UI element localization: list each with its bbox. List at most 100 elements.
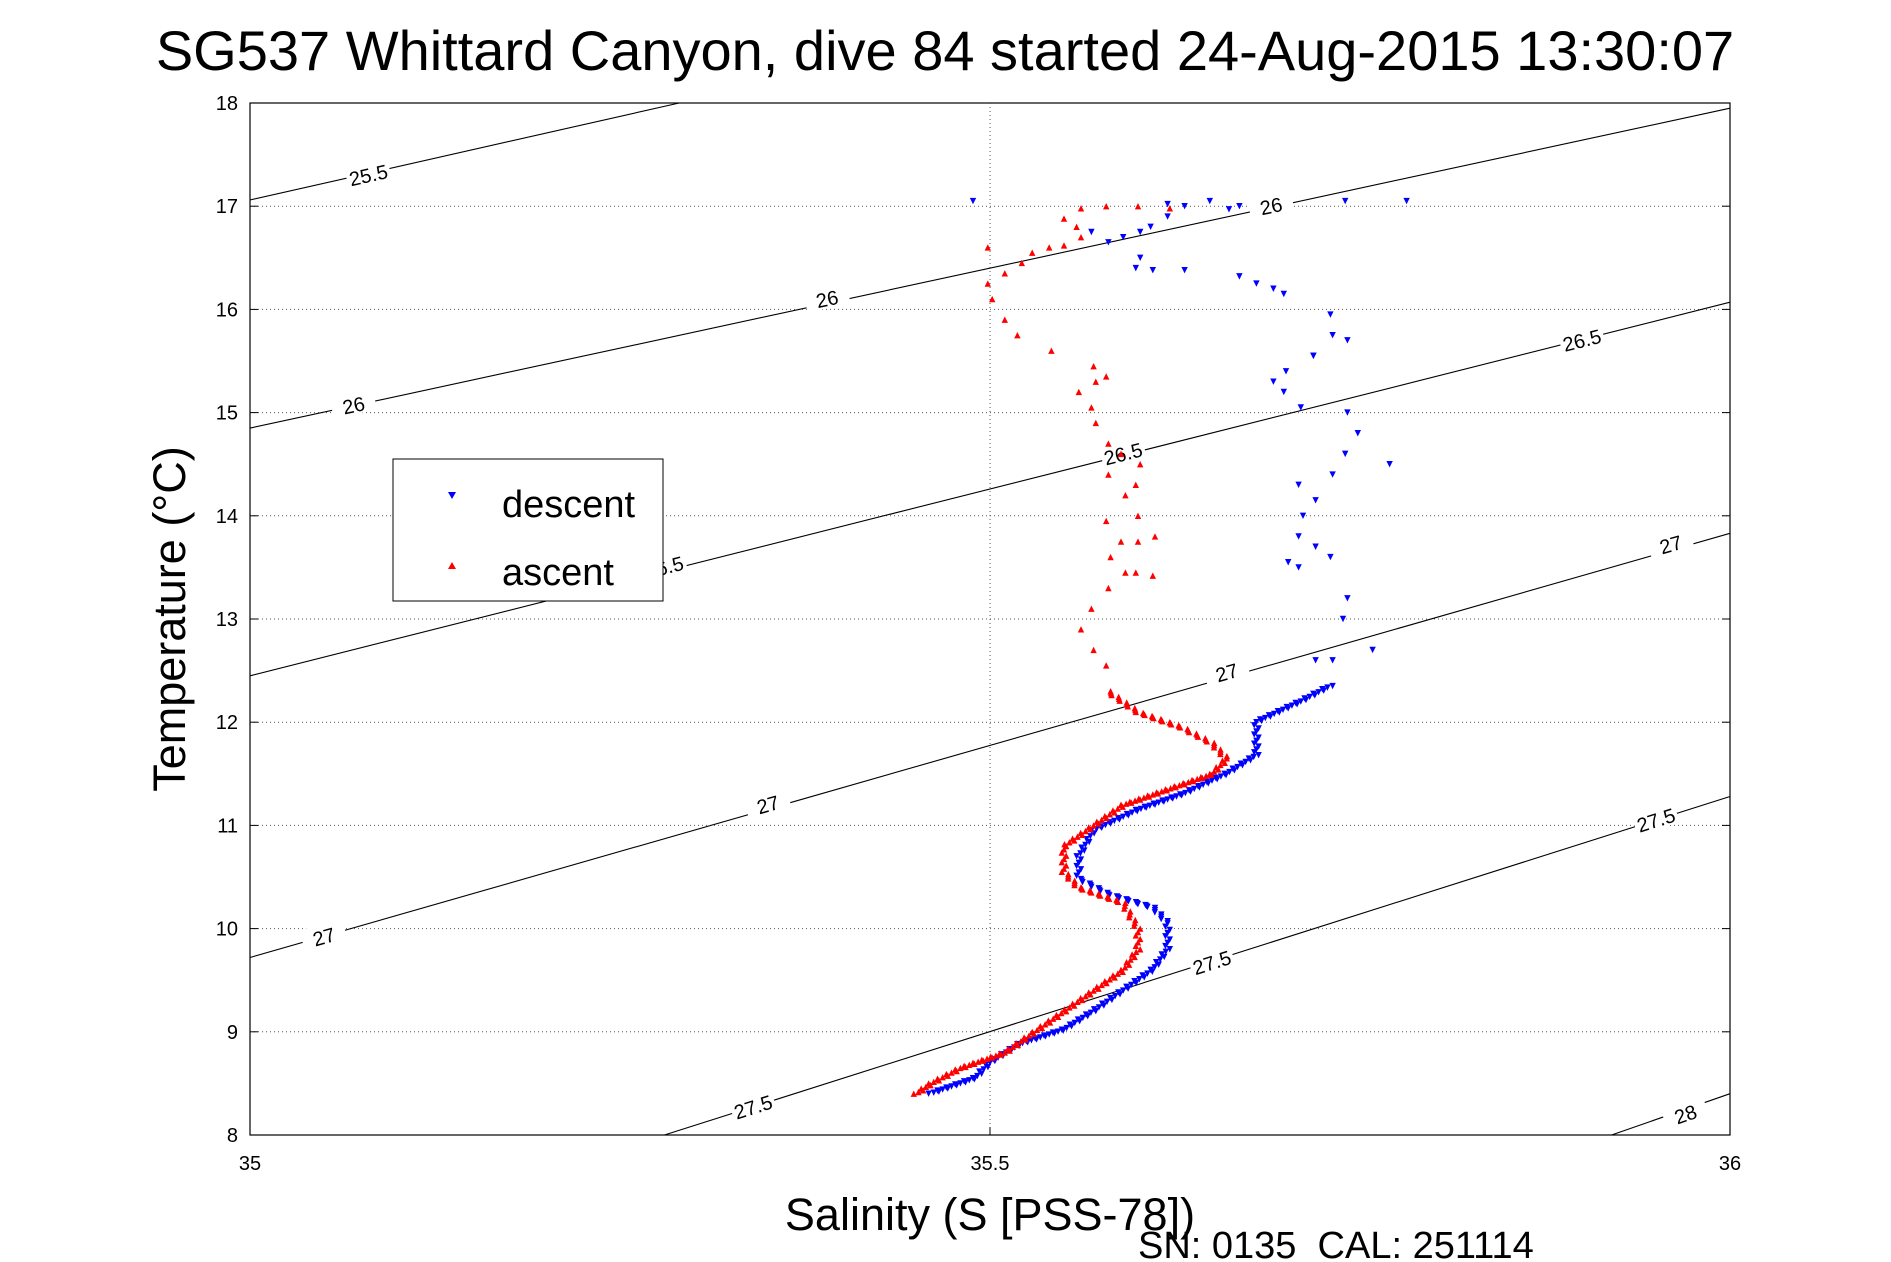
ascent-point	[966, 1061, 973, 1069]
ascent-point	[1219, 757, 1226, 764]
ascent-point	[1123, 699, 1130, 706]
ascent-point	[1106, 810, 1113, 818]
descent-point	[1158, 911, 1165, 918]
descent-point	[1151, 964, 1158, 971]
descent-point	[1147, 223, 1154, 231]
y-tick-label: 18	[216, 93, 238, 115]
descent-point	[1054, 1028, 1062, 1035]
descent-point	[939, 1086, 946, 1093]
descent-point	[1037, 1034, 1044, 1041]
ascent-point	[1197, 773, 1205, 781]
y-tick-label: 10	[216, 919, 238, 941]
descent-point	[1369, 646, 1376, 654]
ascent-point	[1103, 373, 1110, 380]
legend-marker-ascent	[448, 562, 456, 569]
ascent-point	[1117, 966, 1125, 974]
descent-point	[1066, 1021, 1074, 1028]
descent-point	[948, 1083, 955, 1090]
descent-point	[1150, 800, 1157, 807]
descent-point	[1297, 698, 1304, 705]
ascent-point	[1069, 835, 1076, 842]
descent-point	[1128, 981, 1135, 989]
ascent-point	[1001, 1049, 1008, 1056]
descent-point	[1181, 203, 1188, 210]
descent-point	[1319, 685, 1326, 693]
ascent-point	[1137, 946, 1144, 953]
descent-point	[1354, 430, 1361, 437]
ascent-point	[1179, 779, 1187, 787]
descent-point	[1146, 802, 1154, 809]
descent-point	[1279, 706, 1287, 714]
ascent-point	[1131, 797, 1139, 804]
ascent-point	[1212, 763, 1220, 771]
descent-point	[1270, 285, 1277, 292]
descent-point	[1095, 1004, 1103, 1011]
descent-point	[1058, 1026, 1065, 1033]
x-tick-label: 35.5	[971, 1153, 1010, 1175]
descent-point	[1306, 693, 1313, 701]
ascent-point	[1135, 795, 1142, 802]
ascent-point	[1134, 939, 1142, 946]
ascent-point	[1012, 1039, 1020, 1047]
descent-point	[1329, 332, 1336, 339]
contour-label: 27.5	[1190, 947, 1234, 980]
descent-point	[1297, 404, 1304, 411]
y-tick-label: 14	[216, 506, 238, 528]
descent-point	[1046, 1031, 1053, 1038]
descent-point	[966, 1077, 973, 1084]
ascent-point	[1104, 893, 1111, 900]
descent-point	[1199, 781, 1207, 789]
descent-point	[943, 1084, 950, 1091]
ascent-point	[1123, 958, 1130, 966]
density-contour-25-5	[249, 102, 680, 201]
ascent-point	[974, 1058, 982, 1065]
series-descent	[925, 197, 1410, 1097]
descent-point	[1157, 956, 1164, 963]
density-contour-26	[249, 107, 1731, 429]
descent-point	[1312, 543, 1319, 550]
contour-label-bg	[1557, 322, 1606, 355]
descent-point	[1229, 765, 1236, 772]
ascent-point	[1149, 791, 1156, 798]
ascent-point	[1114, 805, 1122, 812]
density-contour-27	[249, 532, 1731, 959]
ascent-point	[1206, 770, 1213, 777]
ascent-point	[969, 1059, 977, 1066]
ascent-point	[1101, 977, 1109, 985]
ascent-point	[1117, 450, 1125, 458]
descent-point	[1344, 409, 1351, 416]
ascent-point	[1090, 362, 1097, 370]
ascent-point	[1140, 794, 1148, 801]
descent-point	[957, 1080, 964, 1087]
descent-point	[1295, 533, 1302, 540]
ascent-point	[1122, 899, 1129, 906]
ascent-point	[983, 1055, 991, 1062]
ascent-point	[1060, 242, 1068, 249]
descent-point	[1236, 203, 1243, 210]
descent-point	[1310, 690, 1317, 698]
descent-point	[1295, 564, 1302, 571]
ascent-point	[1045, 1017, 1052, 1024]
contour-label: 26	[1258, 194, 1284, 220]
ascent-point	[992, 1052, 1000, 1059]
y-tick-label: 8	[227, 1125, 238, 1147]
descent-point	[1221, 770, 1228, 777]
descent-point	[1280, 388, 1287, 396]
descent-point	[952, 1081, 959, 1088]
descent-point	[1237, 760, 1244, 767]
ascent-point	[1025, 1032, 1033, 1039]
descent-point	[1164, 200, 1171, 208]
ascent-point	[918, 1085, 925, 1092]
ascent-point	[1090, 822, 1097, 829]
ascent-point	[1101, 812, 1109, 820]
ascent-point	[1175, 722, 1182, 729]
descent-point	[1270, 378, 1277, 385]
descent-point	[1115, 989, 1122, 996]
descent-point	[1087, 1009, 1095, 1017]
descent-point	[1082, 1011, 1090, 1018]
ascent-point	[1063, 852, 1070, 859]
ascent-point	[989, 295, 996, 303]
ascent-point	[1122, 800, 1130, 807]
axis-ticks: 35 35.5 36 8 9 10 11 12 13 14 15 16 17 18	[216, 93, 1741, 1175]
